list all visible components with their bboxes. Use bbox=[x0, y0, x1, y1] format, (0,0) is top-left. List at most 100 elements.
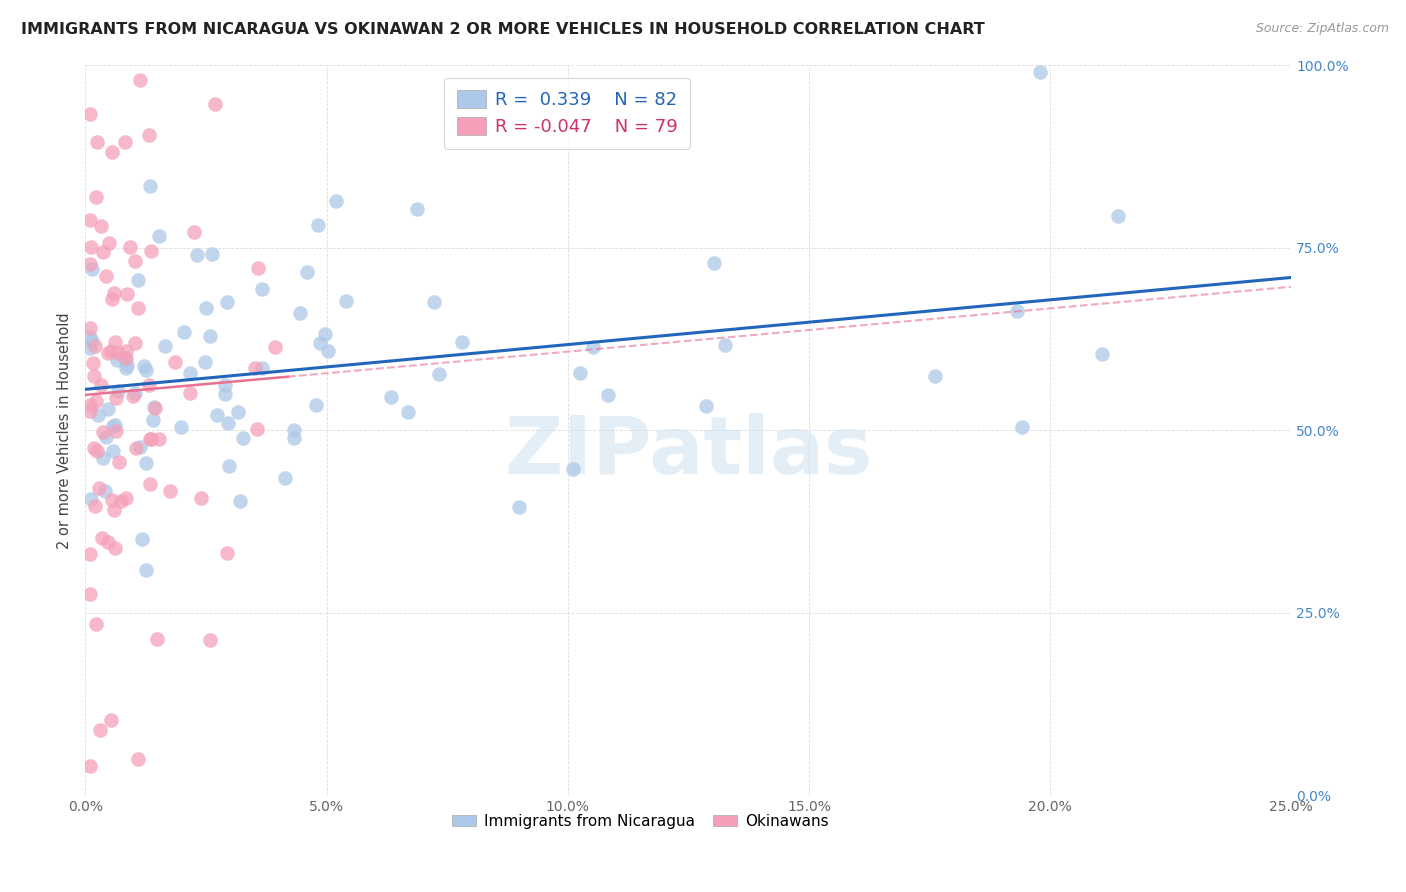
Point bbox=[100, 145, 122, 160]
Point bbox=[139, 433, 162, 447]
Point bbox=[170, 420, 193, 434]
Point bbox=[104, 335, 127, 350]
Point bbox=[100, 714, 122, 728]
Point bbox=[105, 353, 128, 368]
Point bbox=[79, 341, 101, 355]
Point bbox=[97, 235, 120, 250]
Point bbox=[193, 355, 215, 369]
Point bbox=[91, 245, 114, 260]
Y-axis label: 2 or more Vehicles in Household: 2 or more Vehicles in Household bbox=[58, 312, 72, 549]
Point bbox=[252, 281, 274, 295]
Point bbox=[141, 413, 163, 427]
Point bbox=[194, 301, 217, 315]
Point bbox=[198, 632, 221, 647]
Point bbox=[79, 398, 101, 412]
Point bbox=[79, 547, 101, 561]
Point bbox=[96, 430, 118, 444]
Point bbox=[110, 493, 132, 508]
Point bbox=[79, 212, 101, 227]
Point bbox=[128, 72, 150, 87]
Point bbox=[114, 360, 136, 375]
Point bbox=[138, 378, 160, 392]
Point bbox=[183, 225, 205, 239]
Text: Source: ZipAtlas.com: Source: ZipAtlas.com bbox=[1256, 22, 1389, 36]
Point bbox=[138, 178, 160, 193]
Point bbox=[1005, 303, 1028, 318]
Point bbox=[127, 752, 149, 766]
Point bbox=[325, 194, 347, 208]
Point bbox=[107, 455, 129, 469]
Point bbox=[139, 476, 162, 491]
Point bbox=[380, 390, 402, 404]
Point bbox=[118, 240, 141, 254]
Point bbox=[79, 321, 101, 335]
Point bbox=[148, 432, 170, 446]
Point bbox=[86, 443, 108, 458]
Point bbox=[90, 377, 112, 392]
Point bbox=[94, 483, 117, 498]
Point bbox=[103, 443, 125, 458]
Point bbox=[91, 531, 114, 545]
Point bbox=[297, 265, 319, 279]
Point bbox=[568, 366, 591, 380]
Point bbox=[309, 335, 332, 350]
Point bbox=[159, 484, 181, 499]
Point bbox=[114, 136, 136, 150]
Point bbox=[200, 328, 222, 343]
Point bbox=[79, 404, 101, 418]
Point bbox=[179, 385, 201, 400]
Point bbox=[274, 471, 297, 485]
Point bbox=[79, 587, 101, 601]
Point bbox=[143, 401, 166, 416]
Point bbox=[1090, 347, 1112, 361]
Point bbox=[107, 346, 129, 360]
Point bbox=[153, 338, 176, 352]
Point bbox=[89, 723, 111, 737]
Point bbox=[135, 563, 157, 577]
Point bbox=[205, 408, 228, 422]
Point bbox=[1011, 420, 1033, 434]
Point bbox=[121, 388, 143, 402]
Point bbox=[703, 255, 725, 269]
Point bbox=[100, 292, 122, 306]
Point bbox=[1107, 209, 1129, 223]
Point bbox=[204, 97, 226, 112]
Point bbox=[427, 367, 450, 381]
Point bbox=[80, 334, 103, 349]
Point bbox=[84, 190, 107, 204]
Point bbox=[246, 421, 269, 435]
Point bbox=[173, 325, 195, 339]
Point bbox=[214, 377, 236, 392]
Point bbox=[1029, 65, 1052, 79]
Point bbox=[215, 546, 238, 560]
Point bbox=[924, 368, 946, 383]
Point bbox=[124, 385, 146, 400]
Point bbox=[201, 246, 224, 260]
Point bbox=[89, 482, 111, 496]
Point bbox=[104, 541, 127, 555]
Point bbox=[124, 335, 146, 350]
Point bbox=[314, 327, 336, 342]
Point bbox=[135, 456, 157, 470]
Point bbox=[215, 294, 238, 309]
Point bbox=[190, 491, 212, 505]
Point bbox=[581, 340, 603, 354]
Point bbox=[114, 351, 136, 366]
Point bbox=[714, 338, 737, 352]
Point bbox=[96, 269, 118, 284]
Point bbox=[179, 367, 201, 381]
Point bbox=[139, 432, 162, 446]
Point bbox=[217, 417, 239, 431]
Point bbox=[86, 135, 108, 149]
Point bbox=[87, 409, 110, 423]
Point bbox=[84, 499, 107, 513]
Point bbox=[107, 384, 129, 399]
Legend: Immigrants from Nicaragua, Okinawans: Immigrants from Nicaragua, Okinawans bbox=[446, 808, 835, 835]
Point bbox=[115, 287, 138, 301]
Point bbox=[283, 431, 305, 445]
Point bbox=[129, 440, 152, 454]
Point bbox=[115, 491, 138, 506]
Point bbox=[83, 441, 105, 455]
Point bbox=[79, 107, 101, 121]
Text: IMMIGRANTS FROM NICARAGUA VS OKINAWAN 2 OR MORE VEHICLES IN HOUSEHOLD CORRELATIO: IMMIGRANTS FROM NICARAGUA VS OKINAWAN 2 … bbox=[21, 22, 984, 37]
